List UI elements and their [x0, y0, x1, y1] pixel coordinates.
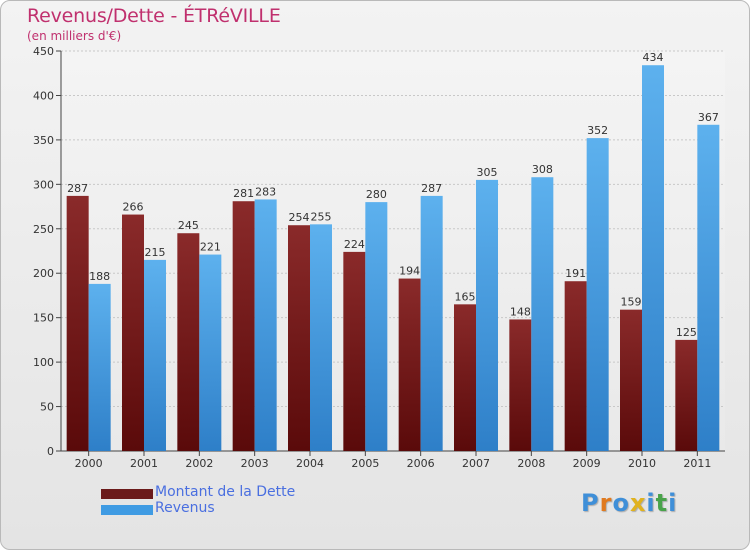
- y-tick-label: 50: [40, 401, 54, 414]
- legend-swatch-debt: [101, 489, 153, 499]
- bar-revenus: [254, 199, 277, 451]
- data-label-revenus: 221: [200, 241, 221, 254]
- chart-subtitle: (en milliers d'€): [27, 29, 122, 43]
- x-tick-label: 2003: [241, 457, 269, 470]
- logo-letter: i: [646, 489, 656, 517]
- data-label-revenus: 352: [587, 124, 608, 137]
- data-label-revenus: 287: [421, 182, 442, 195]
- data-label-debt: 281: [233, 187, 254, 200]
- data-label-debt: 194: [399, 265, 420, 278]
- data-label-revenus: 188: [89, 270, 110, 283]
- bar-debt: [343, 251, 366, 451]
- logo-letter: o: [612, 489, 630, 517]
- data-label-revenus: 367: [698, 111, 719, 124]
- logo-letter: r: [599, 489, 613, 517]
- logo-letter: t: [655, 489, 669, 517]
- bar-debt: [177, 233, 200, 451]
- bar-revenus: [586, 138, 609, 451]
- bar-revenus: [310, 224, 332, 451]
- logo-letter: i: [668, 489, 678, 517]
- data-label-revenus: 280: [366, 188, 387, 201]
- y-tick-label: 200: [33, 267, 54, 280]
- y-tick-label: 300: [33, 178, 54, 191]
- logo-letter: x: [629, 489, 647, 517]
- plot-background: [61, 51, 725, 451]
- bar-debt: [288, 225, 310, 451]
- x-tick-label: 2000: [75, 457, 103, 470]
- data-label-revenus: 215: [145, 246, 166, 259]
- data-label-debt: 165: [455, 290, 476, 303]
- y-tick-label: 450: [33, 45, 54, 58]
- x-tick-label: 2010: [628, 457, 656, 470]
- data-label-debt: 245: [178, 219, 199, 232]
- bar-debt: [675, 339, 698, 451]
- logo-letter: P: [581, 489, 600, 517]
- data-label-revenus: 255: [311, 210, 332, 223]
- chart-title: Revenus/Dette - ÉTRéVILLE: [27, 5, 281, 27]
- bar-revenus: [697, 124, 720, 452]
- bar-debt: [232, 201, 255, 451]
- data-label-debt: 266: [123, 201, 144, 214]
- bar-revenus: [420, 195, 443, 451]
- x-tick-label: 2004: [296, 457, 324, 470]
- y-tick-label: 350: [33, 134, 54, 147]
- y-tick-label: 100: [33, 356, 54, 369]
- bar-revenus: [144, 259, 166, 451]
- bar-revenus: [199, 254, 222, 451]
- x-tick-label: 2006: [407, 457, 435, 470]
- data-label-revenus: 305: [477, 166, 498, 179]
- data-label-debt: 254: [289, 211, 310, 224]
- data-label-debt: 125: [676, 326, 697, 339]
- data-label-debt: 191: [565, 267, 586, 280]
- legend-label-revenus: Revenus: [155, 500, 215, 516]
- bar-debt: [509, 319, 532, 451]
- data-label-debt: 159: [621, 296, 642, 309]
- y-tick-label: 400: [33, 89, 54, 102]
- bar-revenus: [476, 179, 498, 451]
- x-tick-label: 2009: [573, 457, 601, 470]
- data-label-debt: 148: [510, 305, 531, 318]
- bar-revenus: [88, 283, 111, 451]
- x-tick-label: 2007: [462, 457, 490, 470]
- bar-debt: [122, 214, 144, 451]
- data-label-debt: 287: [67, 182, 88, 195]
- bar-debt: [564, 281, 587, 451]
- data-label-revenus: 283: [255, 185, 276, 198]
- bar-debt: [398, 278, 421, 451]
- y-tick-label: 0: [47, 445, 54, 458]
- data-label-revenus: 434: [643, 51, 664, 64]
- bar-revenus: [642, 65, 664, 451]
- bar-revenus: [365, 202, 388, 451]
- proxiti-logo: Proxiti: [581, 489, 677, 517]
- plot-area: 0 50 100 150 200 250 300 350 400 450 2000 287 188 200…: [33, 45, 725, 470]
- y-tick-label: 150: [33, 312, 54, 325]
- bar-debt: [620, 309, 642, 451]
- x-tick-label: 2001: [130, 457, 158, 470]
- data-label-debt: 224: [344, 238, 365, 251]
- data-label-revenus: 308: [532, 163, 553, 176]
- x-tick-label: 2002: [185, 457, 213, 470]
- legend-label-debt: Montant de la Dette: [155, 484, 296, 500]
- x-tick-label: 2005: [351, 457, 379, 470]
- bar-revenus: [531, 177, 554, 451]
- x-tick-label: 2011: [683, 457, 711, 470]
- y-tick-label: 250: [33, 223, 54, 236]
- bar-debt: [66, 195, 89, 451]
- bar-debt: [454, 304, 476, 451]
- legend-swatch-revenus: [101, 505, 153, 515]
- x-tick-label: 2008: [517, 457, 545, 470]
